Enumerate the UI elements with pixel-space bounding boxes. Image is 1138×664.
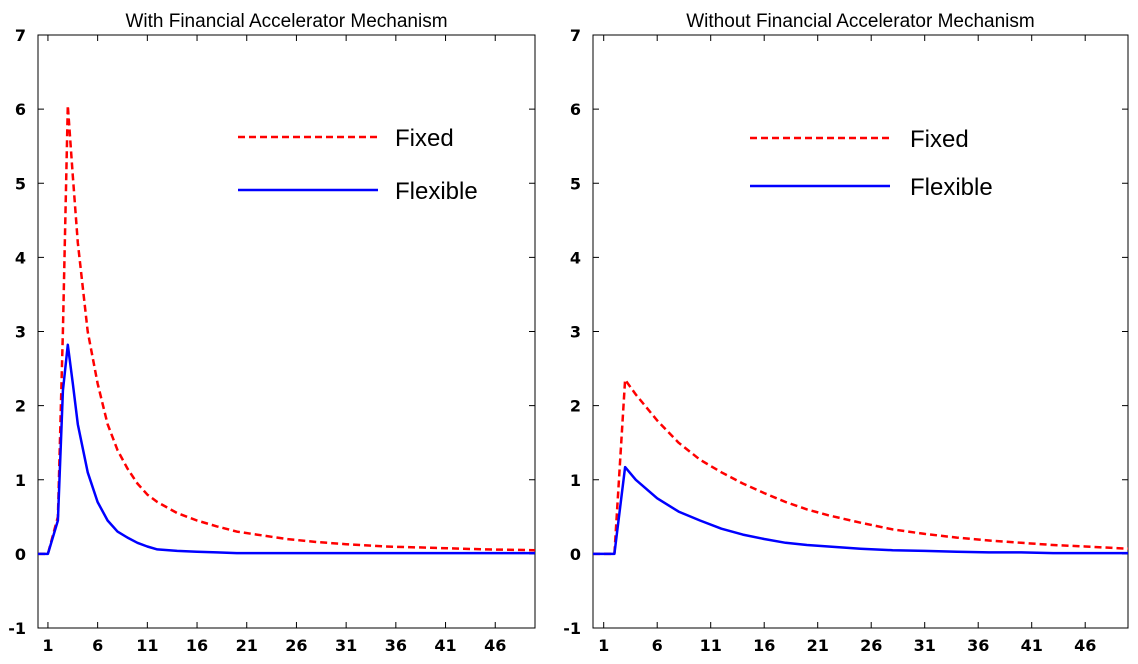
x-tick-label: 36 (385, 636, 407, 655)
legend-label-flexible: Flexible (395, 178, 478, 205)
y-tick-label: 1 (570, 471, 581, 490)
x-tick-label: 11 (136, 636, 158, 655)
x-tick-label: 6 (92, 636, 103, 655)
series-line-flexible (38, 343, 535, 556)
y-tick-label: 5 (570, 174, 581, 193)
x-tick-label: 36 (967, 636, 989, 655)
x-tick-label: 31 (335, 636, 357, 655)
x-tick-label: 26 (285, 636, 307, 655)
y-tick-label: 3 (15, 323, 26, 342)
series-line-fixed (38, 104, 536, 556)
x-tick-label: 11 (700, 636, 722, 655)
y-tick-label: 6 (570, 100, 581, 119)
x-tick-label: 26 (860, 636, 882, 655)
y-tick-label: 3 (570, 323, 581, 342)
legend-label-flexible: Flexible (910, 174, 993, 201)
x-tick-label: 41 (434, 636, 456, 655)
x-tick-label: 31 (914, 636, 936, 655)
chart-title: With Financial Accelerator Mechanism (125, 11, 447, 32)
series-line-fixed (593, 378, 1129, 556)
y-tick-label: 6 (15, 100, 26, 119)
x-tick-label: 1 (598, 636, 609, 655)
x-tick-label: 21 (807, 636, 829, 655)
x-tick-label: 21 (236, 636, 258, 655)
y-tick-label: 7 (570, 26, 581, 45)
x-tick-label: 16 (753, 636, 775, 655)
x-tick-label: 1 (42, 636, 53, 655)
legend-label-fixed: Fixed (910, 126, 969, 153)
y-tick-label: 4 (570, 248, 581, 267)
plot-area (37, 34, 536, 629)
legend-label-fixed: Fixed (395, 125, 454, 152)
y-tick-label: 0 (15, 545, 26, 564)
y-tick-label: 1 (15, 471, 26, 490)
y-tick-label: 2 (570, 397, 581, 416)
chart-panel-left: With Financial Accelerator Mechanism -1 0 1… (8, 11, 536, 655)
y-tick-label: -1 (8, 619, 26, 638)
y-tick-label: 7 (15, 26, 26, 45)
x-tick-label: 46 (484, 636, 506, 655)
x-tick-label: 41 (1021, 636, 1043, 655)
y-tick-label: 5 (15, 174, 26, 193)
chart-title: Without Financial Accelerator Mechanism (686, 11, 1034, 32)
chart-panel-right: Without Financial Accelerator Mechanism -… (563, 11, 1129, 655)
x-tick-label: 46 (1074, 636, 1096, 655)
x-tick-label: 6 (652, 636, 663, 655)
series-line-flexible (593, 465, 1128, 556)
y-tick-label: -1 (563, 619, 581, 638)
x-tick-label: 16 (186, 636, 208, 655)
y-tick-label: 2 (15, 397, 26, 416)
plot-area (592, 34, 1129, 629)
y-tick-label: 4 (15, 248, 26, 267)
y-tick-label: 0 (570, 545, 581, 564)
